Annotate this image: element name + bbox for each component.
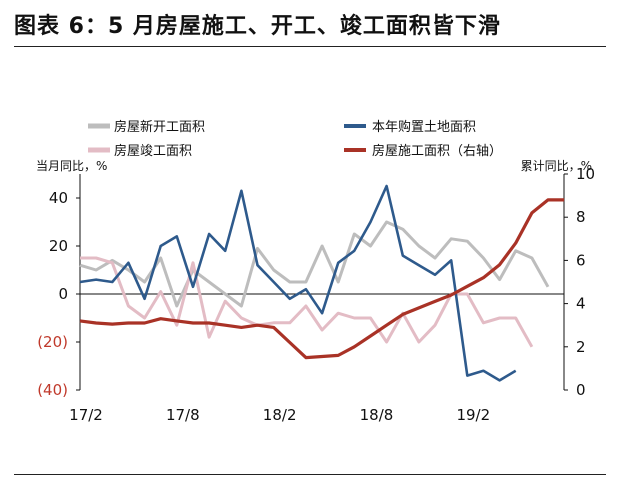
left-tick-label: 20 (49, 237, 68, 255)
left-tick-label: (40) (37, 381, 68, 399)
series-layer (79, 184, 565, 382)
right-tick-label: 10 (576, 165, 595, 183)
left-tick-label: 40 (49, 189, 68, 207)
right-tick-label: 2 (576, 338, 586, 356)
series-line-1 (79, 184, 517, 382)
series-line-3 (79, 198, 565, 360)
x-tick-label: 18/2 (263, 406, 297, 424)
legend: 房屋新开工面积 本年购置土地面积 房屋竣工面积 房屋施工面积（右轴） (88, 119, 502, 159)
legend-item-completion: 房屋竣工面积 (88, 143, 192, 159)
title-divider (14, 46, 606, 47)
x-tick-label: 19/2 (456, 406, 490, 424)
legend-label-land: 本年购置土地面积 (372, 119, 476, 135)
footer-divider (14, 474, 606, 475)
x-tick-label: 18/8 (360, 406, 394, 424)
legend-item-land: 本年购置土地面积 (344, 119, 476, 135)
x-tick-label: 17/2 (69, 406, 103, 424)
right-tick-label: 8 (576, 208, 586, 226)
legend-item-new-start: 房屋新开工面积 (88, 119, 205, 135)
right-axis-label: 累计同比，% (521, 159, 592, 173)
series-line-2 (80, 256, 534, 348)
legend-label-completion: 房屋竣工面积 (114, 143, 192, 159)
legend-label-new-start: 房屋新开工面积 (114, 119, 205, 135)
left-tick-label: (20) (37, 333, 68, 351)
x-tick-label: 17/8 (166, 406, 200, 424)
right-tick-label: 6 (576, 251, 586, 269)
page-title: 图表 6：5 月房屋施工、开工、竣工面积皆下滑 (14, 14, 501, 39)
legend-item-construction: 房屋施工面积（右轴） (344, 143, 502, 159)
left-axis-label: 当月同比，% (36, 159, 107, 173)
series-line-0 (79, 220, 550, 308)
legend-label-construction: 房屋施工面积（右轴） (372, 143, 502, 159)
x-axis-ticks: 17/2 17/8 18/2 18/8 19/2 (69, 293, 564, 424)
right-tick-label: 4 (576, 295, 586, 313)
right-tick-label: 0 (576, 381, 586, 399)
right-axis-ticks: 0 2 4 6 8 10 (564, 165, 595, 399)
left-axis-ticks: (40) (20) 0 20 40 (37, 189, 80, 399)
left-tick-label: 0 (58, 285, 68, 303)
